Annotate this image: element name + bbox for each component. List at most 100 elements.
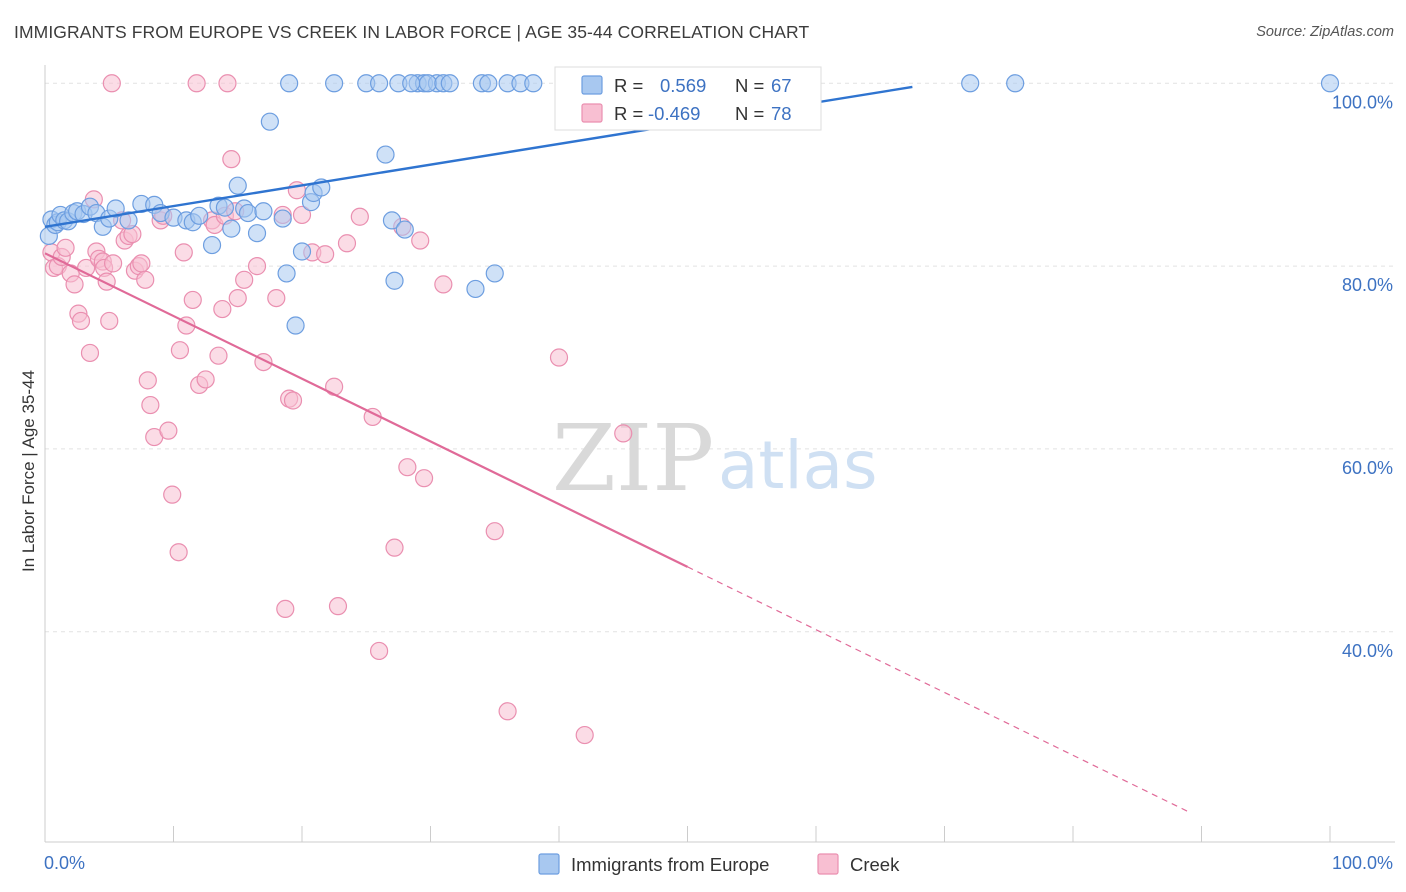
- y-tick-label: 40.0%: [1342, 641, 1393, 661]
- legend-n-value-creek: 78: [771, 103, 792, 124]
- legend-n-label-europe: N =: [735, 75, 764, 96]
- europe-point: [280, 74, 299, 93]
- creek-point: [169, 543, 188, 562]
- creek-point: [276, 599, 295, 619]
- europe-point: [1006, 74, 1025, 93]
- creek-point: [159, 421, 178, 440]
- europe-point: [190, 206, 209, 225]
- creek-point: [235, 270, 254, 289]
- creek-point: [104, 254, 123, 273]
- legend-r-label-creek: R =: [614, 103, 643, 124]
- europe-point: [485, 264, 504, 283]
- europe-point: [382, 211, 402, 230]
- x-tick-label-max: 100.0%: [1332, 853, 1393, 873]
- europe-point: [260, 112, 279, 131]
- legend-r-value-europe: 0.569: [660, 75, 706, 96]
- grid-lines: [45, 82, 1395, 633]
- europe-point: [228, 176, 247, 195]
- creek-point: [132, 254, 151, 273]
- creek-point: [196, 370, 215, 389]
- europe-point: [238, 203, 258, 223]
- watermark-atlas: atlas: [718, 427, 878, 504]
- creek-trend-extension: [687, 566, 1189, 813]
- europe-point: [106, 199, 125, 218]
- creek-points: [42, 74, 633, 745]
- europe-point: [292, 242, 312, 261]
- europe-point: [1320, 74, 1340, 93]
- series-legend: Immigrants from Europe Creek: [538, 853, 900, 875]
- legend-n-label-creek: N =: [735, 103, 764, 124]
- creek-point: [292, 205, 312, 225]
- creek-point: [183, 290, 202, 310]
- creek-point: [141, 395, 160, 415]
- creek-point: [163, 485, 182, 504]
- europe-points: [39, 74, 1340, 335]
- y-tick-label: 100.0%: [1332, 92, 1393, 112]
- watermark-zip: ZIP: [552, 405, 714, 512]
- watermark: ZIP atlas: [552, 405, 878, 512]
- legend-r-value-creek: -0.469: [648, 103, 700, 124]
- creek-point: [385, 538, 404, 557]
- creek-point: [209, 346, 228, 365]
- creek-point: [434, 275, 453, 294]
- creek-trend-line: [44, 252, 688, 568]
- europe-point: [466, 279, 485, 299]
- creek-point: [136, 270, 155, 289]
- europe-point: [479, 74, 498, 93]
- europe-point: [376, 145, 395, 164]
- y-tick-label: 60.0%: [1342, 458, 1393, 478]
- europe-point: [325, 74, 344, 93]
- y-axis-title: In Labor Force | Age 35-44: [19, 370, 38, 572]
- creek-point: [174, 243, 193, 262]
- creek-point: [138, 371, 157, 390]
- creek-point: [65, 275, 84, 294]
- axes: [44, 65, 1395, 843]
- y-tick-labels: 40.0% 60.0% 80.0% 100.0%: [1332, 92, 1393, 660]
- bottom-legend-swatch-europe: [538, 853, 560, 875]
- bottom-legend-label-europe: Immigrants from Europe: [571, 854, 769, 875]
- creek-point: [71, 311, 91, 331]
- y-tick-label: 80.0%: [1342, 275, 1393, 295]
- creek-point: [100, 311, 119, 331]
- creek-point: [213, 299, 232, 319]
- europe-point: [961, 74, 980, 93]
- creek-point: [614, 424, 633, 443]
- creek-point: [337, 234, 357, 253]
- source-credit: Source: ZipAtlas.com: [1256, 24, 1394, 40]
- chart-title: IMMIGRANTS FROM EUROPE VS CREEK IN LABOR…: [14, 22, 810, 42]
- creek-point: [222, 150, 241, 169]
- x-tick-labels: 0.0% 100.0%: [44, 853, 1393, 873]
- creek-point: [350, 207, 369, 226]
- legend-n-value-europe: 67: [771, 75, 792, 96]
- europe-point: [254, 202, 273, 221]
- europe-point: [202, 235, 222, 255]
- creek-point: [485, 522, 504, 541]
- europe-point: [273, 209, 292, 228]
- creek-point: [398, 458, 417, 477]
- europe-point: [385, 271, 404, 290]
- legend-r-label-europe: R =: [614, 75, 643, 96]
- creek-point: [80, 343, 100, 363]
- legend-swatch-europe: [581, 75, 603, 95]
- creek-point: [411, 231, 430, 250]
- bottom-legend-label-creek: Creek: [850, 854, 900, 875]
- creek-point: [102, 74, 121, 93]
- creek-point: [170, 341, 190, 360]
- europe-point: [402, 74, 421, 93]
- creek-point: [267, 289, 286, 308]
- creek-point: [549, 348, 569, 367]
- europe-point: [119, 211, 138, 230]
- stats-legend: R = 0.569 N = 67 R = -0.469 N = 78: [554, 66, 822, 131]
- bottom-legend-swatch-creek: [817, 853, 839, 875]
- creek-point: [498, 702, 517, 721]
- creek-point: [247, 257, 267, 276]
- creek-point: [414, 469, 434, 488]
- creek-point: [328, 597, 348, 616]
- legend-swatch-creek: [581, 103, 603, 123]
- x-tick-label-min: 0.0%: [44, 853, 85, 873]
- creek-point: [56, 238, 75, 257]
- europe-point: [247, 224, 267, 243]
- europe-point: [440, 74, 459, 93]
- europe-point: [418, 74, 438, 93]
